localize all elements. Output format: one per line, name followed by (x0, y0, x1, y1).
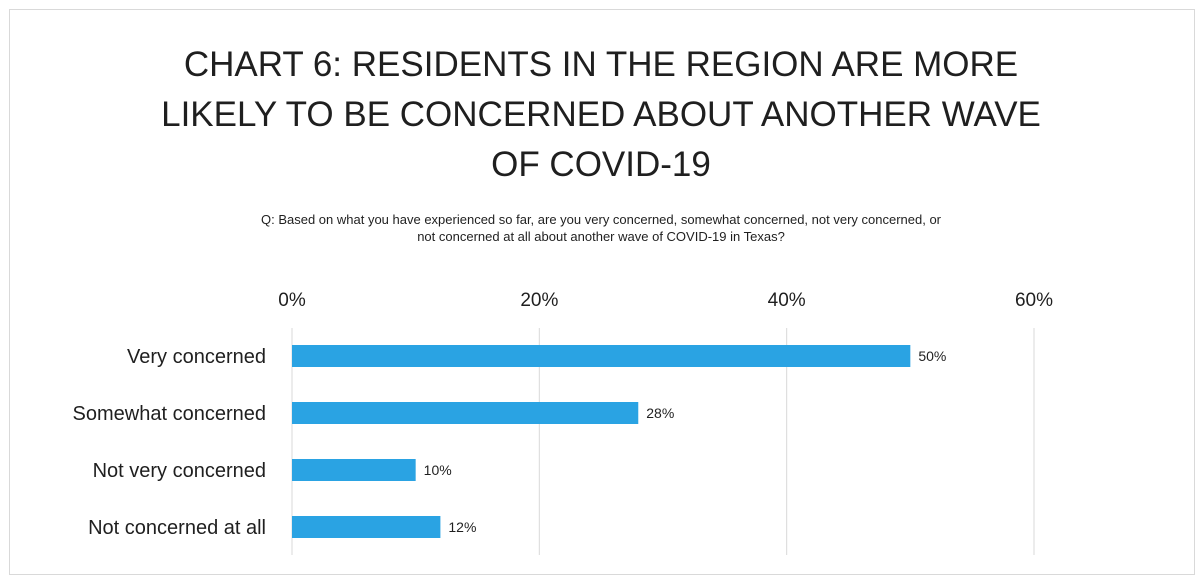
x-tick-label: 20% (520, 290, 558, 311)
data-labels: 50% 28% 10% 12% (424, 348, 947, 535)
x-axis-ticks: 0% 20% 40% 60% (278, 290, 1053, 311)
chart-question-line-1: Q: Based on what you have experienced so… (261, 212, 941, 227)
bar (292, 402, 639, 424)
bar (292, 345, 911, 367)
chart-frame (9, 9, 1195, 575)
category-label: Somewhat concerned (73, 403, 266, 425)
x-tick-label: 60% (1015, 290, 1053, 311)
chart-title-line-2: LIKELY TO BE CONCERNED ABOUT ANOTHER WAV… (161, 95, 1041, 134)
category-labels: Very concerned Somewhat concerned Not very… (73, 346, 266, 539)
x-tick-label: 0% (278, 290, 306, 311)
data-label: 12% (448, 519, 476, 535)
bar (292, 459, 416, 481)
bars (292, 345, 911, 538)
category-label: Not concerned at all (88, 517, 266, 539)
bar (292, 516, 441, 538)
data-label: 50% (918, 348, 946, 364)
chart-title-line-1: CHART 6: RESIDENTS IN THE REGION ARE MOR… (183, 45, 1019, 84)
data-label: 10% (424, 462, 452, 478)
category-label: Not very concerned (93, 460, 266, 482)
chart-question: Q: Based on what you have experienced so… (120, 211, 1082, 245)
category-label: Very concerned (127, 346, 266, 368)
data-label: 28% (646, 405, 674, 421)
chart-title: CHART 6: RESIDENTS IN THE REGION ARE MOR… (0, 40, 1202, 190)
chart-title-line-3: OF COVID-19 (491, 145, 711, 184)
chart-question-line-2: not concerned at all about another wave … (417, 229, 785, 244)
x-tick-label: 40% (768, 290, 806, 311)
